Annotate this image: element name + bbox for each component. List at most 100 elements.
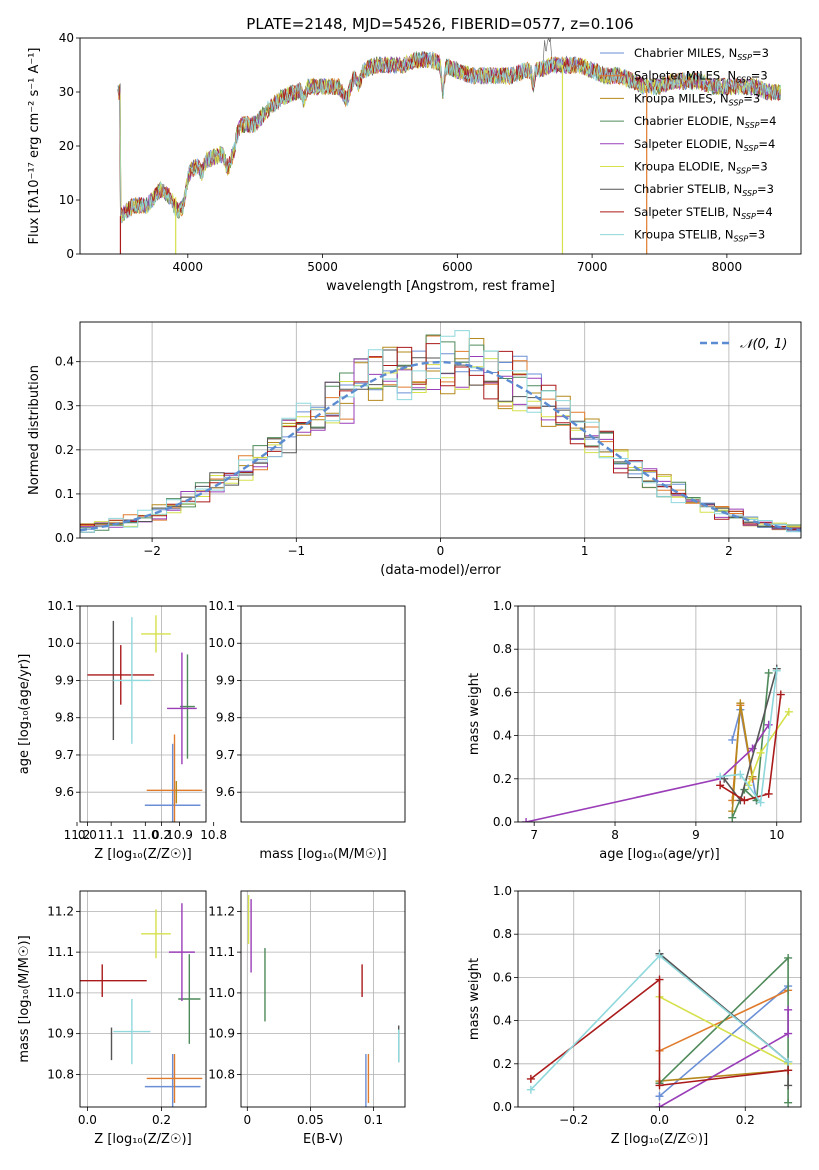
x-tick-label: 1 [581,544,589,558]
legend-entry: Salpeter ELODIE, NSSP=4 [634,137,775,153]
spectrum-line [119,51,781,219]
y-tick-label: 30 [59,85,74,99]
x-tick-label: 0 [243,1113,251,1127]
marker-plus [740,796,749,805]
x-tick-label: 11.1 [98,828,125,842]
y-tick-label: 10.0 [47,636,74,650]
y-tick-label: 0 [66,247,74,261]
x-tick-label: 0.2 [152,1113,171,1127]
x-axis-label: age [log₁₀(age/yr)] [599,847,720,862]
mass-weight-line [525,724,770,822]
marker-plus [716,772,725,781]
marker-plus [784,1005,793,1014]
axes-frame [79,37,802,255]
y-tick-label: 10.1 [208,599,235,613]
x-axis-label: mass [log₁₀(M/M☉)] [259,847,386,862]
axes-frame [79,890,207,1108]
marker-plus [655,1092,664,1101]
y-tick-label: 0.0 [493,815,512,829]
y-tick-label: 9.6 [216,785,235,799]
marker-plus [764,789,773,798]
axes-frame [240,605,406,823]
y-tick-label: 0.2 [493,772,512,786]
y-tick-label: 9.7 [55,748,74,762]
y-tick-label: 0.0 [55,531,74,545]
x-tick-label: −2 [143,544,161,558]
y-tick-label: 0.8 [493,642,512,656]
y-tick-label: 0.2 [493,1057,512,1071]
x-tick-label: 10 [769,828,784,842]
histogram-step [80,330,801,535]
mass-weight-line [731,672,770,819]
x-tick-label: 5000 [307,260,338,274]
y-axis-label: mass [log₁₀(M/M☉)] [17,935,32,1062]
spectrum-line [119,52,781,223]
x-tick-label: 6000 [442,260,473,274]
y-tick-label: 10.9 [47,1027,74,1041]
y-tick-label: 10.1 [47,599,74,613]
figure-title: PLATE=2148, MJD=54526, FIBERID=0577, z=0… [246,15,633,33]
marker-plus [522,818,531,822]
marker-plus [784,707,793,716]
y-axis-label: mass weight [467,673,482,755]
plot-area [80,322,801,538]
y-tick-label: 11.2 [208,904,235,918]
y-tick-label: 0.2 [55,443,74,457]
mass-weight-line [659,1009,789,1107]
x-tick-label: 11.0 [132,828,159,842]
marker-plus [756,798,765,807]
marker-plus [784,1098,793,1107]
marker-plus [655,1103,664,1107]
y-tick-label: 10.8 [208,1067,235,1081]
axes-frame [240,890,406,1108]
plot-area [518,606,801,822]
y-tick-label: 0.6 [493,970,512,984]
x-tick-label: 0 [437,544,445,558]
x-tick-label: 8000 [712,260,743,274]
mass-weight-line [659,996,789,1065]
y-tick-label: 10.8 [47,1067,74,1081]
x-tick-label: 0.2 [736,1113,755,1127]
x-axis-label: wavelength [Angstrom, rest frame] [326,279,555,294]
legend: Chabrier MILES, NSSP=3 Salpeter MILES, NS… [600,46,776,244]
plot-area [80,891,206,1107]
axes-frame [517,605,802,823]
marker-plus [784,1057,793,1066]
plot-area [80,606,206,822]
y-tick-label: 0.6 [493,685,512,699]
marker-plus [716,781,725,790]
legend-entry: Kroupa ELODIE, NSSP=3 [634,160,768,176]
axes-frame [79,321,802,539]
y-tick-label: 9.9 [216,673,235,687]
mass-weight-line [720,670,778,805]
y-tick-label: 11.1 [208,945,235,959]
marker-plus [764,668,773,677]
x-axis-label: Z [log₁₀(Z/Z☉)] [611,1132,708,1147]
plot-area [117,38,782,254]
legend-entry: 𝒩(0, 1) [740,337,787,352]
marker-plus [772,666,781,675]
x-tick-label: −1 [287,544,305,558]
marker-plus [526,1085,535,1094]
y-axis-label: age [log₁₀(age/yr)] [17,654,32,775]
axes-frame [517,890,802,1108]
x-tick-label: 11.2 [64,828,91,842]
panel-mass-vs-Z: 0.0 0.2 10.8 10.9 11.0 11.1 11.2 Z [log₁₀(Z/Z☉)… [17,890,207,1147]
x-axis-label: Z [log₁₀(Z/Z☉)] [94,1132,191,1147]
panel-mass-weight-vs-age: 7 8 9 10 0.0 0.2 0.4 0.6 0.8 1.0 age [log₁₀(age/yr… [467,599,802,862]
y-tick-label: 9.9 [55,673,74,687]
marker-plus [526,1074,535,1083]
y-tick-label: 9.8 [55,711,74,725]
legend-entry: Kroupa STELIB, NSSP=3 [634,228,765,244]
panel-mass-vs-EBV: 0 0.05 0.1 10.8 10.9 11.0 11.1 11.2 E(B-V) [208,890,406,1147]
y-tick-label: 9.7 [216,748,235,762]
marker-plus [784,1029,793,1038]
y-tick-label: 0.8 [493,927,512,941]
y-tick-label: 10 [59,193,74,207]
legend-entry: Kroupa MILES, NSSP=3 [634,91,760,107]
x-tick-label: 0.05 [297,1113,324,1127]
y-tick-label: 0.0 [493,1100,512,1114]
x-tick-label: 8 [611,828,619,842]
x-tick-label: 0.0 [78,1113,97,1127]
